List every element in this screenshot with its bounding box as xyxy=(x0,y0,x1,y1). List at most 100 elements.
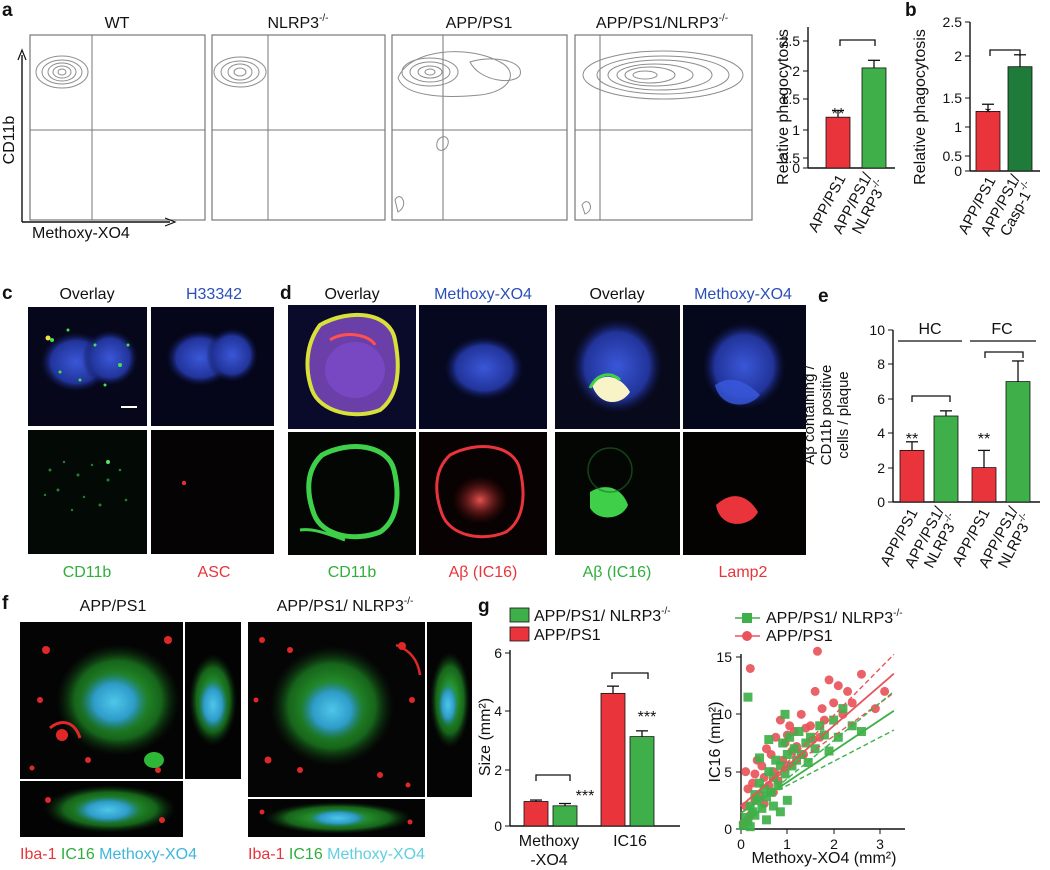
sig-bracket-e-hc xyxy=(911,395,951,402)
ytick-label-s-2: 10 xyxy=(716,706,732,722)
xtick-s-1: 1 xyxy=(783,829,791,852)
scatter-point-1-18 xyxy=(778,738,788,748)
scatter-legend-green-marker xyxy=(742,613,752,623)
g-bar-1 xyxy=(552,805,578,827)
ytick-b-1: 0.5 xyxy=(943,148,970,164)
e-bar-0 xyxy=(899,449,925,503)
scatter-point-1-28 xyxy=(803,757,813,767)
ytick-e-2: 4 xyxy=(877,425,893,441)
ytick-b-3: 1.5 xyxy=(943,90,970,106)
panel-b: b Relative phagocytosis 0 0.5 1 1.5 2 2.… xyxy=(905,0,1040,239)
e-group-hc: HC xyxy=(918,321,941,338)
f-image-bottom-1 xyxy=(20,781,183,837)
sig-g-2: *** xyxy=(638,709,657,726)
flow-title-3: APP/PS1 xyxy=(446,15,513,32)
panel-a-bar: Relative phagocytosis 0 0.5 1 1.5 2 2.5 … xyxy=(775,27,895,237)
scatter-point-0-40 xyxy=(843,686,853,696)
c-image-h33342 xyxy=(151,307,274,426)
ytick-label-a-2: 1 xyxy=(792,122,800,138)
f-image-main-2 xyxy=(248,622,425,797)
ytick-b-2: 1 xyxy=(954,119,970,135)
scatter-point-1-29 xyxy=(806,732,815,742)
e-bar-3 xyxy=(1005,381,1031,503)
sig-bracket-b xyxy=(989,49,1021,56)
ytick-b-0: 0 xyxy=(954,163,970,179)
ytick-a-0: 0 xyxy=(792,160,808,176)
scatter-point-1-0 xyxy=(738,821,748,831)
scatter-point-0-37 xyxy=(829,698,839,708)
ytick-label-b-3: 1.5 xyxy=(943,90,963,106)
flow-title-2: NLRP3-/- xyxy=(267,13,328,32)
scatter-point-1-39 xyxy=(745,822,755,832)
sig-bracket-g-1 xyxy=(535,774,571,781)
bar-b-ylabel: Relative phagocytosis xyxy=(912,29,929,185)
contour-3 xyxy=(394,51,521,213)
xtick-label-s-1: 1 xyxy=(783,836,791,852)
scatter-point-1-33 xyxy=(824,746,834,756)
f-image-side-1 xyxy=(185,622,241,779)
c-bottom-left-label: CD11b xyxy=(63,564,112,581)
c-top-left-label: Overlay xyxy=(59,286,114,303)
d-set1-bottom-right-label: Aβ (IC16) xyxy=(449,564,518,581)
panel-letter-d: d xyxy=(280,283,292,304)
scatter-point-1-25 xyxy=(794,727,804,737)
ytick-label-g-3: 6 xyxy=(494,645,502,661)
ytick-e-0: 0 xyxy=(877,494,893,510)
xtick-s-0: 0 xyxy=(737,829,745,852)
ytick-label-e-3: 6 xyxy=(877,391,885,407)
flow-title-4: APP/PS1/NLRP3-/- xyxy=(596,13,728,32)
d-image-overlay-2 xyxy=(555,305,680,429)
f-image-side-2 xyxy=(427,622,472,797)
ytick-label-s-1: 5 xyxy=(724,764,732,780)
ytick-b-4: 2 xyxy=(954,48,970,64)
ytick-g-1: 2 xyxy=(494,762,510,778)
g-legend-red-swatch xyxy=(509,626,530,642)
sig-e-hc: ** xyxy=(906,431,918,448)
sig-b: * xyxy=(985,105,991,122)
scatter-point-1-47 xyxy=(780,709,790,719)
ytick-s-1: 5 xyxy=(724,764,741,780)
d-set2-bottom-left-label: Aβ (IC16) xyxy=(583,564,652,581)
ytick-label-e-0: 0 xyxy=(877,494,885,510)
sig-bracket-a xyxy=(839,39,876,46)
g-bar-3 xyxy=(629,736,655,827)
flow-title-1: WT xyxy=(105,15,130,32)
scatter-ylabel: IC16 (mm²) xyxy=(707,702,724,783)
d-image-mxo4-2 xyxy=(683,305,806,429)
ytick-label-g-0: 0 xyxy=(494,818,502,834)
scatter-point-0-34 xyxy=(817,704,827,714)
ytick-label-e-1: 2 xyxy=(877,460,885,476)
c-image-cd11b xyxy=(28,430,147,554)
scatter-point-1-30 xyxy=(810,744,820,754)
sig-a: ** xyxy=(832,106,844,123)
contour-1 xyxy=(35,55,89,89)
e-group-fc: FC xyxy=(991,321,1012,338)
e-ticks: 0 2 4 6 8 10 xyxy=(869,322,893,510)
f-legend-1: Iba-1 IC16 Methoxy-XO4 xyxy=(20,846,197,863)
f-title-1: APP/PS1 xyxy=(80,598,147,615)
scatter-point-1-46 xyxy=(764,735,774,745)
scatter-point-0-26 xyxy=(796,709,806,719)
scatter-point-1-19 xyxy=(780,769,790,779)
ytick-e-4: 8 xyxy=(877,356,893,372)
scatter-point-0-31 xyxy=(810,686,820,696)
ytick-b-5: 2.5 xyxy=(943,14,970,30)
ytick-label-b-4: 2 xyxy=(954,48,962,64)
ytick-a-5: 2.5 xyxy=(781,33,808,49)
e-ylabel: Aβ containing /CD11b positivecells / pla… xyxy=(801,364,852,465)
flow-xlabel: Methoxy-XO4 xyxy=(32,225,130,242)
flow-plot-4: APP/PS1/NLRP3-/- xyxy=(574,13,753,221)
ytick-g-0: 0 xyxy=(494,818,510,834)
scatter-point-1-9 xyxy=(757,803,767,813)
ytick-e-3: 6 xyxy=(877,391,893,407)
e-bar-2 xyxy=(971,467,997,503)
ytick-label-a-1: 0.5 xyxy=(781,150,801,166)
scatter-point-1-17 xyxy=(775,761,785,771)
scatter-point-0-10 xyxy=(757,761,767,771)
panel-letter-e: e xyxy=(818,286,829,307)
bars-b xyxy=(975,54,1033,172)
scatter-point-0-42 xyxy=(856,669,866,679)
xtick-s-3: 3 xyxy=(876,829,884,852)
xtick-label-s-3: 3 xyxy=(876,836,884,852)
